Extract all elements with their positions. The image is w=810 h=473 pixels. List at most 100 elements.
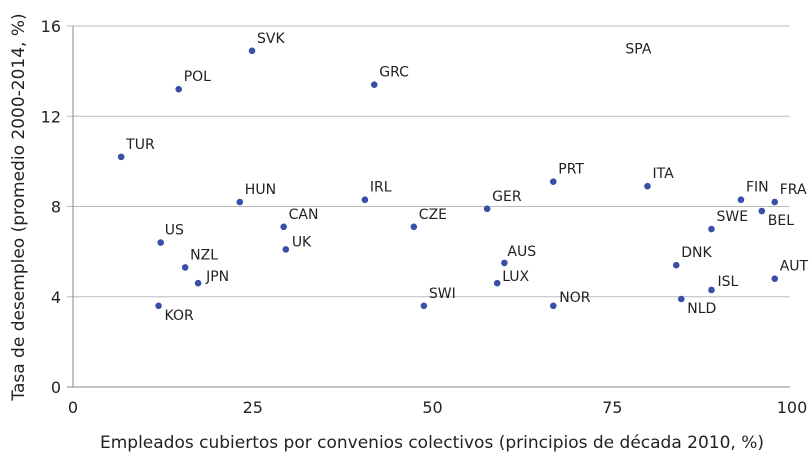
data-points: SVK POL GRC SPA TUR HUN IRL PRT ITA FIN FRA BEL SWE G…	[117, 31, 809, 324]
point-nzl: NZL	[181, 247, 218, 271]
point-label: FRA	[780, 182, 807, 198]
point-nld: NLD	[677, 295, 716, 317]
point-svk: SVK	[248, 31, 285, 55]
point-prt: PRT	[549, 162, 584, 185]
point-label: TUR	[125, 137, 155, 153]
point-label: AUS	[507, 244, 536, 260]
point-tur: TUR	[117, 137, 155, 161]
point-irl: IRL	[361, 180, 392, 204]
point-jpn: JPN	[194, 269, 229, 287]
x-axis-label: Empleados cubiertos por convenios colect…	[100, 433, 764, 453]
data-point	[708, 225, 715, 233]
point-label: CZE	[419, 207, 447, 223]
x-tick-labels: 0 25 50 75 100	[68, 398, 807, 417]
point-label: HUN	[245, 182, 276, 198]
y-tick-label: 0	[51, 378, 61, 397]
point-label: ITA	[652, 166, 674, 182]
point-label: NLD	[687, 301, 716, 317]
data-point	[549, 302, 557, 310]
point-cze: CZE	[410, 207, 447, 231]
point-label: UK	[292, 234, 312, 250]
data-point	[493, 279, 501, 287]
point-nor: NOR	[549, 290, 591, 310]
data-point	[175, 85, 182, 93]
point-dnk: DNK	[672, 245, 712, 269]
data-point	[758, 207, 766, 215]
point-label: AUT	[780, 259, 809, 275]
data-point	[420, 302, 428, 310]
point-label: NOR	[559, 290, 590, 306]
point-spa: SPA	[625, 42, 651, 58]
data-point	[771, 275, 779, 283]
point-swi: SWI	[420, 286, 456, 310]
point-can: CAN	[280, 207, 319, 231]
y-tick-label: 12	[41, 107, 61, 126]
data-point	[361, 196, 369, 204]
y-tick-label: 4	[51, 288, 61, 307]
data-point	[117, 153, 125, 161]
point-label: SWE	[716, 209, 748, 225]
data-point	[483, 205, 491, 213]
point-label: GRC	[379, 65, 409, 81]
point-swe: SWE	[708, 209, 748, 233]
point-label: ISL	[717, 274, 738, 290]
data-point	[771, 198, 779, 206]
y-tick-label: 8	[51, 198, 61, 217]
data-point	[157, 239, 165, 246]
point-hun: HUN	[236, 182, 276, 206]
x-tick-label: 0	[68, 398, 78, 417]
data-point	[410, 223, 418, 231]
x-tick-label: 75	[602, 398, 622, 417]
data-point	[737, 196, 745, 204]
point-lux: LUX	[493, 269, 530, 287]
point-label: DNK	[681, 245, 712, 261]
data-point	[155, 302, 162, 310]
point-label: BEL	[768, 213, 794, 229]
point-label: GER	[492, 189, 522, 205]
data-point	[708, 286, 715, 294]
data-point	[644, 182, 651, 190]
x-tick-label: 25	[243, 398, 263, 417]
data-point	[236, 198, 244, 206]
y-axis-label: Tasa de desempleo (promedio 2000-2014, %…	[9, 13, 29, 401]
point-kor: KOR	[155, 302, 194, 324]
point-label: SWI	[429, 286, 456, 302]
data-point	[282, 246, 290, 253]
x-tick-label: 50	[422, 398, 442, 417]
point-bel: BEL	[758, 207, 794, 229]
x-tick-label: 100	[777, 398, 808, 417]
point-ger: GER	[483, 189, 522, 213]
point-isl: ISL	[708, 274, 738, 294]
point-pol: POL	[175, 69, 211, 93]
y-tick-label: 16	[41, 17, 61, 36]
data-point	[248, 47, 256, 55]
point-aus: AUS	[501, 244, 536, 267]
point-label: IRL	[370, 180, 392, 196]
y-tick-labels: 0 4 8 12 16	[41, 17, 61, 397]
point-label: CAN	[289, 207, 319, 223]
point-label: NZL	[190, 247, 218, 263]
point-ita: ITA	[644, 166, 674, 190]
point-label: KOR	[165, 308, 194, 324]
point-label: US	[165, 223, 184, 239]
point-label: JPN	[205, 269, 229, 285]
point-us: US	[157, 223, 184, 246]
data-point	[677, 295, 685, 303]
point-uk: UK	[282, 234, 312, 253]
data-point	[194, 279, 202, 287]
point-label: FIN	[746, 180, 769, 196]
point-fin: FIN	[737, 180, 769, 204]
point-fra: FRA	[771, 182, 807, 206]
point-aut: AUT	[771, 259, 809, 283]
data-point	[672, 261, 680, 269]
point-label: PRT	[558, 162, 584, 178]
point-label: SVK	[257, 31, 285, 47]
data-point	[280, 223, 287, 231]
data-point	[501, 259, 508, 267]
data-point	[181, 264, 189, 271]
data-point	[549, 178, 557, 185]
point-grc: GRC	[370, 65, 409, 88]
point-label: POL	[184, 69, 211, 85]
point-label: SPA	[625, 42, 651, 58]
